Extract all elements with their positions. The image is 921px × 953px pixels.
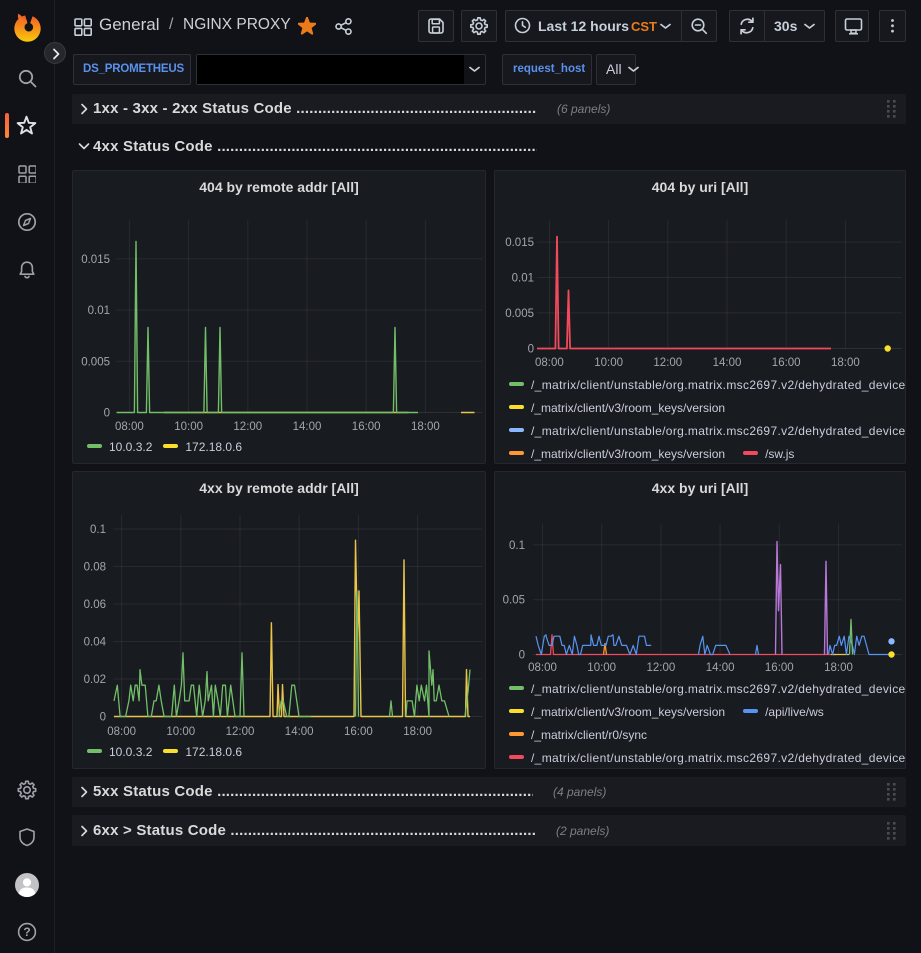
svg-text:0.015: 0.015 <box>505 237 534 249</box>
svg-text:0.005: 0.005 <box>505 308 534 320</box>
svg-text:0.015: 0.015 <box>81 254 110 266</box>
svg-text:0.005: 0.005 <box>81 356 110 368</box>
svg-text:0: 0 <box>104 408 110 420</box>
svg-text:12:00: 12:00 <box>653 357 682 369</box>
svg-text:0.01: 0.01 <box>88 305 110 317</box>
svg-text:0.01: 0.01 <box>512 273 534 285</box>
svg-text:0.06: 0.06 <box>84 599 106 611</box>
svg-text:14:00: 14:00 <box>285 726 314 738</box>
svg-text:0.1: 0.1 <box>509 540 525 552</box>
svg-text:08:00: 08:00 <box>535 357 564 369</box>
svg-text:14:00: 14:00 <box>293 421 322 433</box>
svg-text:12:00: 12:00 <box>233 421 262 433</box>
svg-text:0: 0 <box>100 712 106 724</box>
svg-text:12:00: 12:00 <box>647 662 676 674</box>
svg-text:14:00: 14:00 <box>713 357 742 369</box>
svg-text:0: 0 <box>528 344 534 356</box>
svg-text:10:00: 10:00 <box>174 421 203 433</box>
svg-text:0.04: 0.04 <box>84 637 107 649</box>
svg-text:0.05: 0.05 <box>503 595 525 607</box>
svg-text:18:00: 18:00 <box>411 421 440 433</box>
svg-text:10:00: 10:00 <box>587 662 616 674</box>
svg-text:08:00: 08:00 <box>528 662 557 674</box>
svg-text:16:00: 16:00 <box>765 662 794 674</box>
svg-text:18:00: 18:00 <box>824 662 853 674</box>
svg-text:18:00: 18:00 <box>403 726 432 738</box>
svg-text:10:00: 10:00 <box>166 726 195 738</box>
svg-text:08:00: 08:00 <box>107 726 136 738</box>
svg-text:16:00: 16:00 <box>352 421 381 433</box>
svg-text:0.08: 0.08 <box>84 562 106 574</box>
svg-text:?: ? <box>23 925 30 939</box>
svg-text:16:00: 16:00 <box>772 357 801 369</box>
svg-text:0.02: 0.02 <box>84 674 106 686</box>
svg-text:18:00: 18:00 <box>831 357 860 369</box>
svg-text:0: 0 <box>519 650 525 662</box>
svg-text:08:00: 08:00 <box>115 421 144 433</box>
svg-text:0.1: 0.1 <box>90 524 106 536</box>
svg-text:12:00: 12:00 <box>226 726 255 738</box>
svg-text:16:00: 16:00 <box>344 726 373 738</box>
svg-text:14:00: 14:00 <box>706 662 735 674</box>
svg-text:10:00: 10:00 <box>594 357 623 369</box>
